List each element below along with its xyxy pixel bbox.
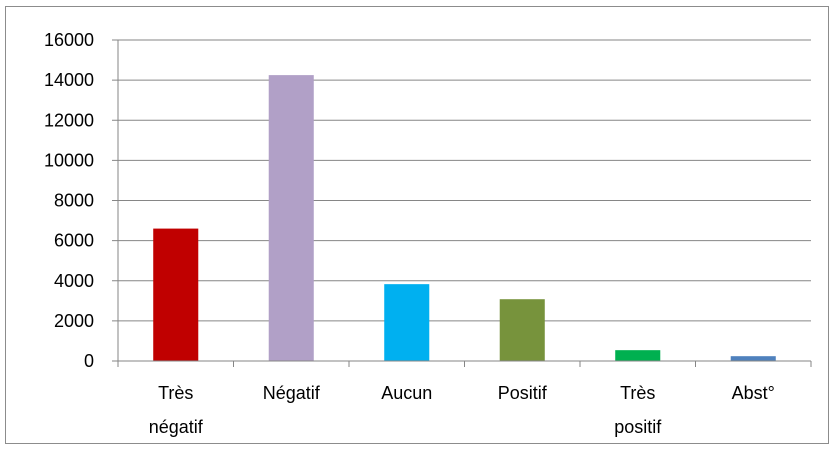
y-tick-label: 14000: [44, 70, 94, 90]
y-tick-label: 6000: [54, 231, 94, 251]
x-tick-label: Positif: [498, 383, 548, 403]
bar: [615, 350, 661, 361]
y-tick-label: 10000: [44, 150, 94, 170]
x-tick-label: Abst°: [732, 383, 775, 403]
x-tick-label: Très: [620, 383, 655, 403]
bar: [730, 356, 776, 361]
y-tick-label: 2000: [54, 311, 94, 331]
y-tick-label: 4000: [54, 271, 94, 291]
x-tick-label: Négatif: [263, 383, 321, 403]
x-tick-label: Aucun: [381, 383, 432, 403]
bar: [499, 299, 545, 361]
y-tick-label: 16000: [44, 30, 94, 50]
y-tick-label: 0: [84, 351, 94, 371]
bar: [268, 75, 314, 361]
y-tick-label: 12000: [44, 110, 94, 130]
y-tick-label: 8000: [54, 191, 94, 211]
chart-frame: [5, 6, 829, 444]
x-tick-label: positif: [614, 417, 662, 437]
x-tick-label: Très: [158, 383, 193, 403]
bar: [153, 228, 199, 361]
bar: [384, 284, 430, 361]
x-tick-label: négatif: [149, 417, 204, 437]
